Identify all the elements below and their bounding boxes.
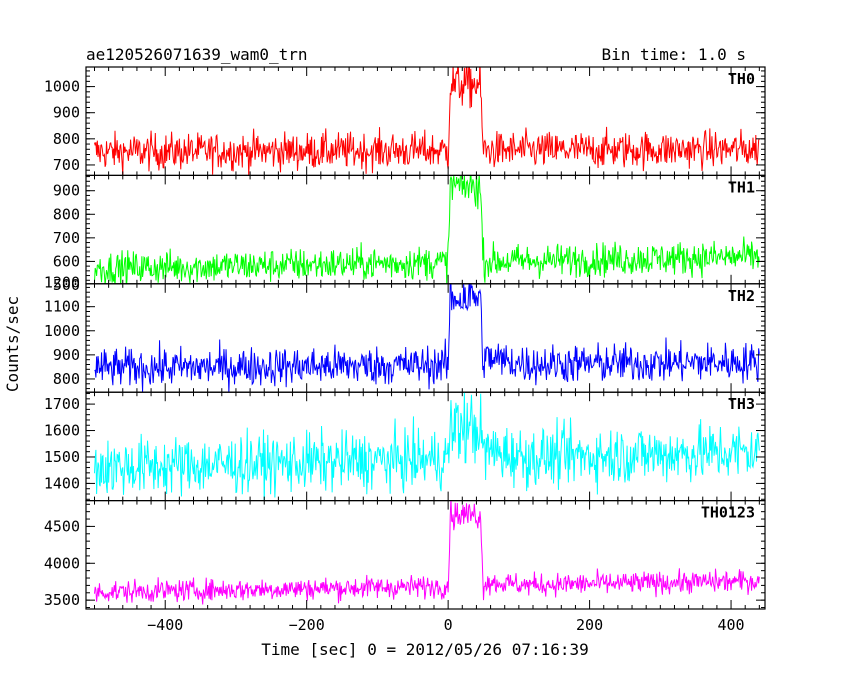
panels-group: 700 800 900 1000 TH0 500 600 700 800 900 TH1 800 900… bbox=[44, 66, 766, 610]
y-tick-label: 900 bbox=[53, 104, 80, 122]
y-tick-label: 800 bbox=[53, 370, 80, 388]
series-line-th0 bbox=[94, 67, 760, 176]
series-line-th2 bbox=[94, 283, 760, 393]
series-line-th0123 bbox=[93, 500, 760, 605]
panel-th1: 500 600 700 800 900 TH1 bbox=[53, 174, 766, 294]
x-tick-label: 200 bbox=[576, 616, 603, 634]
y-tick-label: 600 bbox=[53, 252, 80, 270]
series-line-th3 bbox=[93, 392, 760, 501]
panel-frame bbox=[85, 283, 766, 393]
bin-time-label: Bin time: 1.0 s bbox=[602, 45, 747, 64]
panel-label: TH0 bbox=[728, 70, 755, 88]
y-tick-label: 1000 bbox=[44, 78, 80, 96]
panel-label: TH3 bbox=[728, 395, 755, 413]
panel-frame bbox=[85, 500, 766, 610]
y-tick-label: 1200 bbox=[44, 274, 80, 292]
y-tick-label: 1700 bbox=[44, 395, 80, 413]
x-tick-label: 0 bbox=[444, 616, 453, 634]
y-tick-label: 1500 bbox=[44, 448, 80, 466]
y-tick-label: 1100 bbox=[44, 298, 80, 316]
y-tick-label: 4500 bbox=[44, 517, 80, 535]
series-line-th1 bbox=[93, 175, 760, 284]
panel-frame bbox=[85, 391, 766, 502]
y-tick-label: 3500 bbox=[44, 591, 80, 609]
x-tick-label: −400 bbox=[147, 616, 183, 634]
panel-label: TH2 bbox=[728, 287, 755, 305]
y-tick-label: 4000 bbox=[44, 554, 80, 572]
panel-th0: 700 800 900 1000 TH0 bbox=[44, 66, 766, 177]
y-tick-label: 1600 bbox=[44, 422, 80, 440]
y-tick-label: 700 bbox=[53, 156, 80, 174]
y-tick-label: 900 bbox=[53, 346, 80, 364]
x-tick-label: −200 bbox=[289, 616, 325, 634]
panel-label: TH0123 bbox=[701, 504, 755, 522]
panel-label: TH1 bbox=[728, 178, 755, 196]
y-tick-label: 900 bbox=[53, 182, 80, 200]
x-tick-label: 400 bbox=[718, 616, 745, 634]
y-tick-label: 1000 bbox=[44, 322, 80, 340]
x-axis: −400 −200 0 200 400 bbox=[147, 616, 744, 634]
y-tick-label: 800 bbox=[53, 205, 80, 223]
chart-title: ae120526071639_wam0_trn bbox=[86, 45, 308, 64]
panel-th0123: 3500 4000 4500 TH0123 bbox=[44, 500, 766, 610]
panel-th2: 800 900 1000 1100 1200 TH2 bbox=[44, 274, 766, 393]
x-axis-title: Time [sec] 0 = 2012/05/26 07:16:39 bbox=[261, 640, 589, 659]
y-tick-label: 700 bbox=[53, 229, 80, 247]
y-tick-label: 1400 bbox=[44, 474, 80, 492]
panel-th3: 1400 1500 1600 1700 TH3 bbox=[44, 391, 766, 502]
y-axis-title: Counts/sec bbox=[3, 296, 22, 392]
y-tick-label: 500 bbox=[53, 276, 80, 294]
y-tick-label: 800 bbox=[53, 130, 80, 148]
